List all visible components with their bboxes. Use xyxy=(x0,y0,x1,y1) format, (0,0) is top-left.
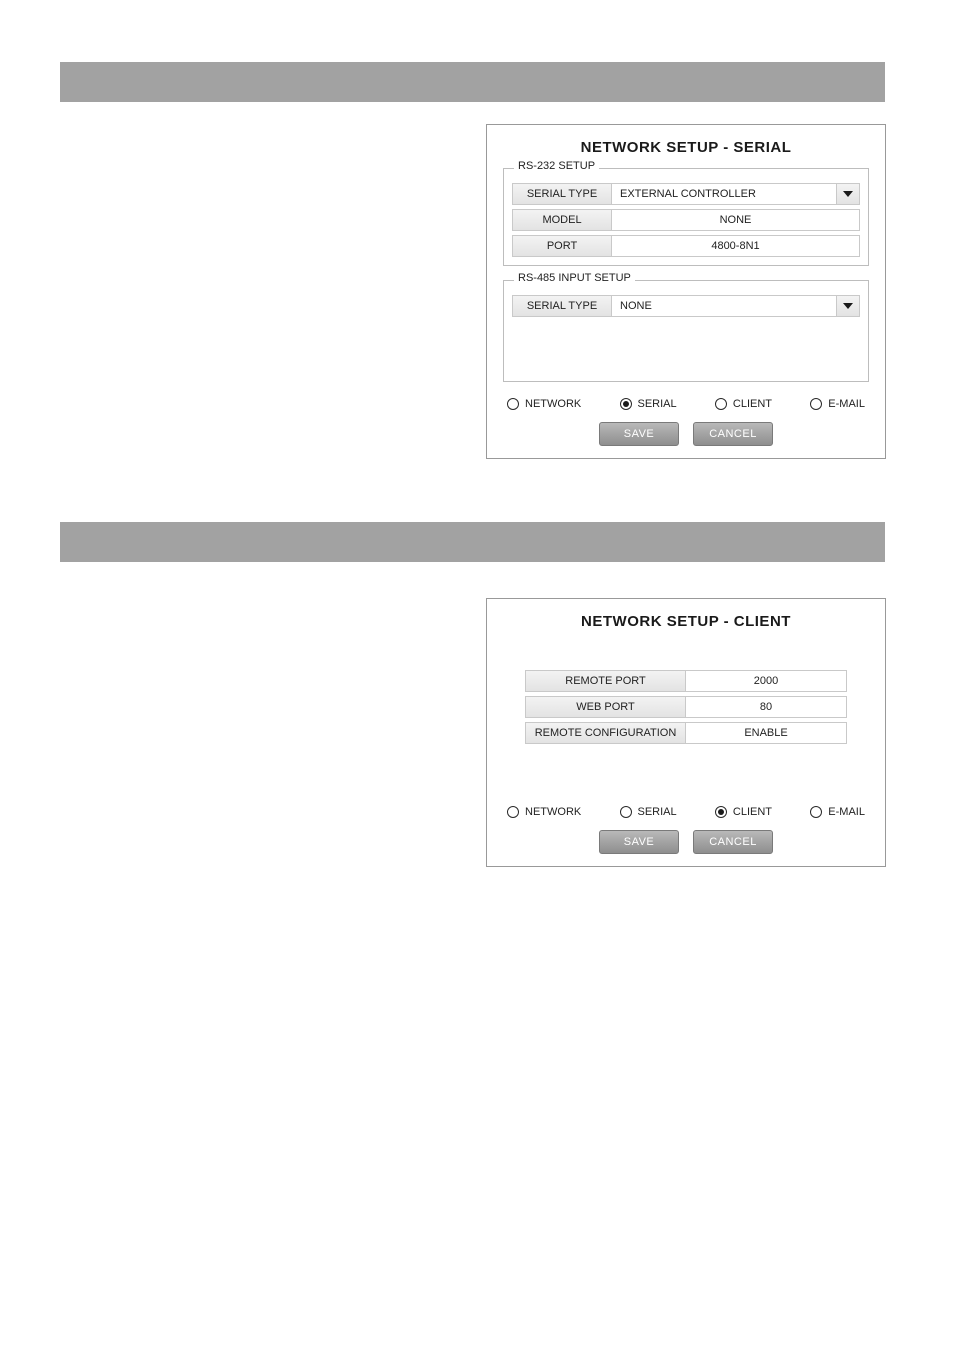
cancel-button[interactable]: CANCEL xyxy=(693,830,773,854)
value-remote-port[interactable]: 2000 xyxy=(686,670,847,692)
tab-label: SERIAL xyxy=(638,398,677,410)
section-bar-serial xyxy=(60,62,885,102)
tabstrip: NETWORK SERIAL CLIENT E-MAIL xyxy=(501,804,871,820)
tab-network[interactable]: NETWORK xyxy=(507,398,581,410)
radio-icon xyxy=(715,398,727,410)
save-button[interactable]: SAVE xyxy=(599,830,679,854)
chevron-down-icon[interactable] xyxy=(836,296,859,316)
value-port[interactable]: 4800-8N1 xyxy=(612,235,860,257)
value-remote-config[interactable]: ENABLE xyxy=(686,722,847,744)
row-rs232-port: PORT 4800-8N1 xyxy=(512,235,860,257)
label-remote-config: REMOTE CONFIGURATION xyxy=(525,722,686,744)
radio-icon xyxy=(715,806,727,818)
button-row: SAVE CANCEL xyxy=(501,830,871,854)
value-web-port[interactable]: 80 xyxy=(686,696,847,718)
tab-email[interactable]: E-MAIL xyxy=(810,806,865,818)
value-text: NONE xyxy=(620,300,652,312)
tab-client[interactable]: CLIENT xyxy=(715,806,772,818)
section-bar-client xyxy=(60,522,885,562)
groupbox-legend: RS-232 SETUP xyxy=(514,160,599,172)
save-button[interactable]: SAVE xyxy=(599,422,679,446)
label-model: MODEL xyxy=(512,209,612,231)
dialog-title: NETWORK SETUP - CLIENT xyxy=(501,613,871,630)
row-rs232-model: MODEL NONE xyxy=(512,209,860,231)
value-model[interactable]: NONE xyxy=(612,209,860,231)
row-web-port: WEB PORT 80 xyxy=(525,696,847,718)
tab-client[interactable]: CLIENT xyxy=(715,398,772,410)
tab-label: E-MAIL xyxy=(828,398,865,410)
tab-label: NETWORK xyxy=(525,398,581,410)
row-remote-config: REMOTE CONFIGURATION ENABLE xyxy=(525,722,847,744)
value-text: EXTERNAL CONTROLLER xyxy=(620,188,756,200)
groupbox-legend: RS-485 INPUT SETUP xyxy=(514,272,635,284)
label-port: PORT xyxy=(512,235,612,257)
tab-network[interactable]: NETWORK xyxy=(507,806,581,818)
label-web-port: WEB PORT xyxy=(525,696,686,718)
chevron-down-icon[interactable] xyxy=(836,184,859,204)
radio-icon xyxy=(620,398,632,410)
row-rs232-serial-type: SERIAL TYPE EXTERNAL CONTROLLER xyxy=(512,183,860,205)
radio-icon xyxy=(810,806,822,818)
dialog-network-setup-serial: NETWORK SETUP - SERIAL RS-232 SETUP SERI… xyxy=(486,124,886,459)
cancel-button[interactable]: CANCEL xyxy=(693,422,773,446)
button-row: SAVE CANCEL xyxy=(501,422,871,446)
tab-email[interactable]: E-MAIL xyxy=(810,398,865,410)
label-serial-type: SERIAL TYPE xyxy=(512,183,612,205)
radio-icon xyxy=(620,806,632,818)
tab-serial[interactable]: SERIAL xyxy=(620,806,677,818)
dialog-network-setup-client: NETWORK SETUP - CLIENT REMOTE PORT 2000 … xyxy=(486,598,886,867)
radio-icon xyxy=(507,806,519,818)
tab-label: NETWORK xyxy=(525,806,581,818)
dropdown-rs232-serial-type[interactable]: EXTERNAL CONTROLLER xyxy=(612,183,860,205)
dialog-title: NETWORK SETUP - SERIAL xyxy=(501,139,871,156)
tab-serial[interactable]: SERIAL xyxy=(620,398,677,410)
label-remote-port: REMOTE PORT xyxy=(525,670,686,692)
value-text: 4800-8N1 xyxy=(711,240,759,252)
tab-label: CLIENT xyxy=(733,398,772,410)
radio-icon xyxy=(507,398,519,410)
label-serial-type: SERIAL TYPE xyxy=(512,295,612,317)
tabstrip: NETWORK SERIAL CLIENT E-MAIL xyxy=(501,396,871,412)
row-rs485-serial-type: SERIAL TYPE NONE xyxy=(512,295,860,317)
tab-label: SERIAL xyxy=(638,806,677,818)
groupbox-rs232: RS-232 SETUP SERIAL TYPE EXTERNAL CONTRO… xyxy=(503,168,869,266)
value-text: NONE xyxy=(720,214,752,226)
dropdown-rs485-serial-type[interactable]: NONE xyxy=(612,295,860,317)
client-table: REMOTE PORT 2000 WEB PORT 80 REMOTE CONF… xyxy=(525,670,847,744)
tab-label: CLIENT xyxy=(733,806,772,818)
row-remote-port: REMOTE PORT 2000 xyxy=(525,670,847,692)
radio-icon xyxy=(810,398,822,410)
tab-label: E-MAIL xyxy=(828,806,865,818)
groupbox-rs485: RS-485 INPUT SETUP SERIAL TYPE NONE xyxy=(503,280,869,382)
